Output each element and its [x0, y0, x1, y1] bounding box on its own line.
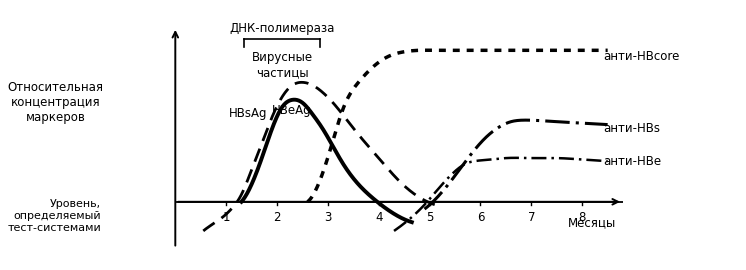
- Text: 7: 7: [527, 211, 535, 224]
- Text: анти-HBe: анти-HBe: [604, 154, 662, 167]
- Text: 1: 1: [222, 211, 230, 224]
- Text: Месяцы: Месяцы: [568, 216, 616, 229]
- Text: Вирусные
частицы: Вирусные частицы: [251, 51, 313, 79]
- Text: 6: 6: [477, 211, 484, 224]
- Text: анти-HBcore: анти-HBcore: [604, 50, 680, 63]
- Text: 8: 8: [579, 211, 586, 224]
- Text: Относительная
концентрация
маркеров: Относительная концентрация маркеров: [7, 81, 104, 124]
- Text: ДНК-полимераза: ДНК-полимераза: [230, 22, 335, 35]
- Text: Уровень,
определяемый
тест-системами: Уровень, определяемый тест-системами: [7, 200, 101, 232]
- Text: HBeAg: HBeAg: [272, 104, 312, 117]
- Text: HBsAg: HBsAg: [229, 107, 267, 120]
- Text: 3: 3: [325, 211, 331, 224]
- Text: анти-HBs: анти-HBs: [604, 123, 660, 136]
- Text: 5: 5: [426, 211, 433, 224]
- Text: 2: 2: [273, 211, 280, 224]
- Text: 4: 4: [375, 211, 383, 224]
